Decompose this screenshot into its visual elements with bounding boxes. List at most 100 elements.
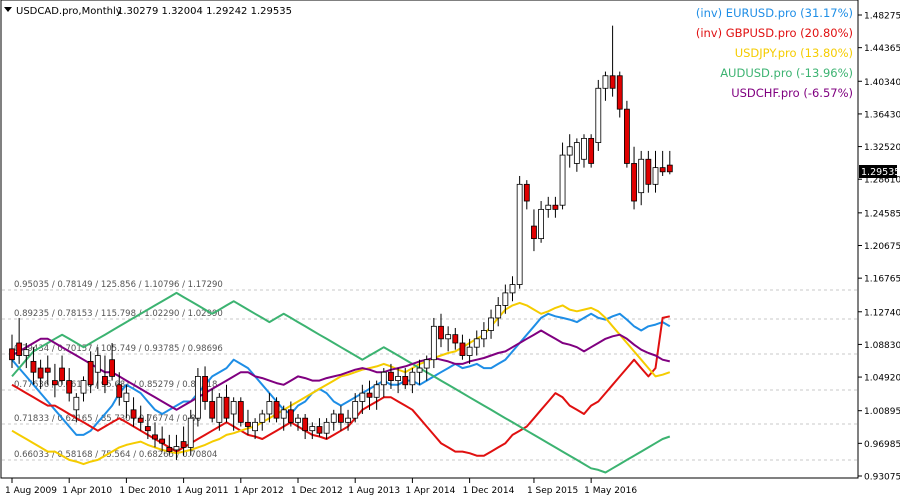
candle-body	[302, 417, 309, 432]
legend-item-audusd: AUDUSD.pro (-13.96%)	[720, 66, 853, 80]
candle-body	[430, 325, 437, 361]
candle	[352, 393, 359, 423]
candle	[173, 434, 180, 460]
candle-body	[602, 75, 609, 89]
x-axis: 1 Aug 2009 1 Apr 2010 1 Dec 2010 1 Aug 2011…	[5, 478, 637, 496]
candle	[337, 405, 344, 431]
candle-body	[473, 338, 480, 348]
candle	[316, 418, 323, 437]
candle-body	[402, 376, 409, 386]
candle-body	[552, 204, 559, 210]
candle-body	[345, 417, 351, 423]
candle-body	[59, 367, 65, 381]
candle	[480, 322, 487, 348]
candle	[438, 313, 444, 348]
ohlc-values: 1.30279 1.32004 1.29242 1.29535	[117, 6, 292, 17]
candle-body	[423, 359, 430, 369]
candle	[202, 366, 208, 410]
x-tick-label: 1 Sep 2015	[527, 486, 578, 496]
candle	[266, 393, 273, 423]
candle-body	[209, 401, 216, 419]
x-tick-label: 1 Aug 2009	[5, 486, 57, 496]
candle-body	[245, 421, 251, 427]
candle	[616, 71, 623, 118]
candle	[624, 100, 630, 168]
candle	[416, 359, 423, 385]
candle-body	[638, 158, 645, 194]
y-tick-label: 1.44365	[864, 44, 900, 54]
y-tick-label: 1.08830	[864, 341, 900, 351]
candle-body	[666, 164, 673, 173]
candle	[245, 409, 251, 435]
candle-body	[180, 441, 187, 448]
y-tick-label: 0.96985	[864, 440, 900, 450]
candle	[552, 196, 559, 218]
candle	[531, 209, 537, 252]
chart-header: USDCAD.pro,Monthly 1.30279 1.32004 1.292…	[4, 6, 292, 17]
candle-body	[323, 421, 330, 434]
candle	[631, 146, 637, 210]
symbol-label: USDCAD.pro,Monthly	[16, 6, 122, 17]
y-tick-label: 1.40340	[864, 78, 900, 88]
candle-body	[495, 305, 502, 319]
candle-body	[194, 376, 201, 419]
dropdown-triangle-icon[interactable]	[4, 7, 12, 12]
candle	[380, 368, 387, 398]
candle-body	[52, 380, 58, 386]
candle-body	[409, 371, 416, 386]
y-tick-label: 1.20675	[864, 242, 900, 252]
candle	[44, 355, 51, 385]
candle	[259, 409, 266, 431]
candle	[309, 422, 316, 440]
candle-body	[516, 183, 523, 285]
candle-body	[252, 421, 259, 432]
candle-body	[566, 146, 573, 156]
candle-body	[445, 334, 452, 340]
candle-body	[538, 208, 544, 240]
candle-body	[545, 204, 552, 210]
candle-body	[259, 413, 266, 423]
candle-body	[30, 360, 37, 373]
candle	[295, 413, 301, 431]
y-axis: 1.48275 1.44365 1.40340 1.36430 1.32520 1.286…	[857, 0, 900, 483]
x-tick-label: 1 Apr 2012	[234, 486, 284, 496]
candle	[645, 150, 652, 193]
candle	[423, 355, 430, 381]
candle	[9, 334, 15, 369]
candle-body	[273, 401, 280, 419]
level-label: 0.89235 / 0.78153 / 115.798 / 1.02290 / …	[14, 309, 223, 319]
candle	[80, 376, 87, 402]
candle-body	[173, 446, 180, 451]
candle	[366, 380, 373, 410]
level-label: 0.71833 / 0.62165 / 85.730 / 0.76774 / 0…	[14, 414, 201, 424]
y-tick-label: 1.04920	[864, 374, 900, 384]
candle-body	[488, 317, 494, 331]
candle	[280, 405, 287, 431]
y-tick-label: 1.36430	[864, 110, 900, 120]
y-tick-label: 1.32520	[864, 143, 900, 153]
candle-body	[309, 426, 316, 432]
candle-body	[480, 330, 487, 340]
candle-body	[187, 417, 194, 448]
candle	[345, 409, 351, 431]
y-tick-label: 1.28610	[864, 176, 900, 186]
candle	[545, 196, 552, 218]
candle-body	[337, 413, 344, 423]
candle	[102, 355, 108, 394]
candle-body	[616, 75, 623, 110]
candle	[609, 25, 616, 97]
candle	[666, 150, 673, 175]
candle	[566, 134, 573, 168]
candle-body	[609, 75, 616, 89]
candle-body	[466, 346, 473, 356]
candle	[659, 150, 666, 176]
candle	[373, 380, 380, 410]
candle-body	[588, 137, 595, 164]
candle	[252, 418, 259, 440]
candle-body	[202, 376, 208, 402]
candle	[152, 422, 158, 448]
x-tick-label: 1 Dec 2012	[291, 486, 343, 496]
candle-body	[573, 142, 580, 164]
candle	[573, 138, 580, 172]
